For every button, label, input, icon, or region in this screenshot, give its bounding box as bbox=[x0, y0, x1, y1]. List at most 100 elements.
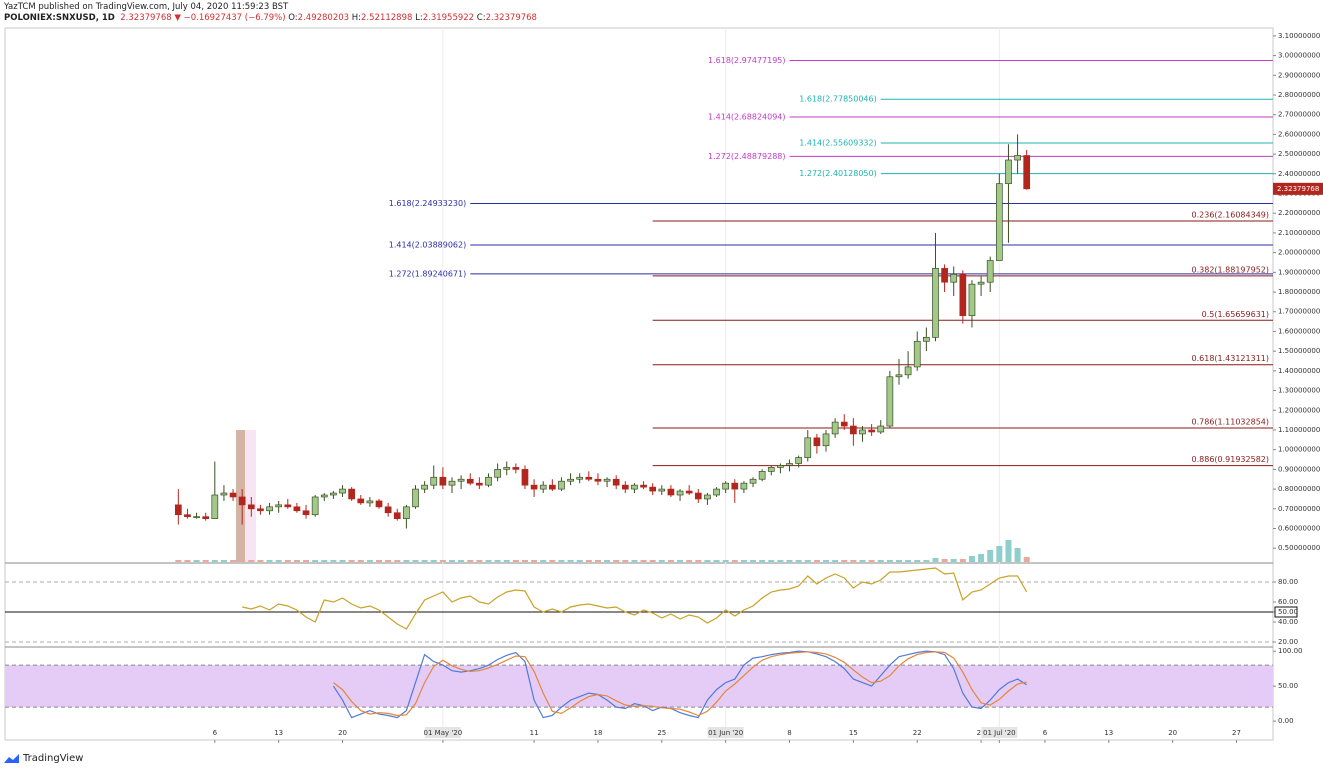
candle-body bbox=[758, 471, 766, 480]
candle-body bbox=[777, 465, 784, 468]
volume-bar bbox=[376, 560, 383, 562]
y-tick-label: 2.70000000 bbox=[1278, 111, 1320, 119]
fib-label: 1.272(2.40128050) bbox=[799, 169, 877, 178]
y-tick-label: 1.10000000 bbox=[1278, 426, 1320, 434]
price-tag bbox=[1273, 182, 1323, 195]
volume-bar bbox=[868, 560, 875, 562]
ohlc-label: H: bbox=[351, 13, 362, 23]
highlight-box bbox=[245, 430, 256, 562]
candle-body bbox=[302, 510, 310, 516]
volume-bar bbox=[303, 560, 310, 562]
candle-body bbox=[539, 484, 547, 490]
candle-body bbox=[247, 504, 255, 510]
x-tick-box bbox=[424, 727, 461, 738]
candle-body bbox=[731, 482, 739, 490]
volume-bar bbox=[494, 560, 501, 562]
x-tick-label: 20 bbox=[338, 729, 347, 737]
x-tick-label: 01 May '20 bbox=[424, 729, 463, 737]
volume-bar bbox=[859, 560, 866, 562]
y-tick-label: 20.00 bbox=[1278, 638, 1298, 646]
fib-label: 1.414(2.68824094) bbox=[708, 113, 786, 122]
x-tick-label: 11 bbox=[530, 729, 539, 737]
volume-bar bbox=[202, 560, 209, 562]
change: ▼ bbox=[174, 13, 181, 23]
candle-body bbox=[211, 494, 219, 519]
candle-body bbox=[621, 484, 629, 490]
volume-bar bbox=[476, 560, 483, 562]
candle-body bbox=[813, 437, 821, 447]
x-tick-label: 13 bbox=[274, 729, 283, 737]
volume-bar bbox=[394, 560, 401, 562]
x-tick-box bbox=[707, 727, 744, 738]
ohlc-label: L: bbox=[415, 13, 423, 23]
candle-body bbox=[457, 478, 465, 482]
volume-bar bbox=[1014, 548, 1021, 562]
fib-label: 0.382(1.88197952) bbox=[1192, 265, 1270, 274]
volume-bar bbox=[412, 560, 419, 562]
volume-bar bbox=[257, 560, 264, 562]
candle-body bbox=[923, 337, 930, 342]
candle-body bbox=[713, 488, 720, 496]
volume-bar bbox=[220, 560, 227, 562]
candle-body bbox=[421, 484, 428, 490]
candle-body bbox=[384, 506, 392, 514]
candle-body bbox=[932, 268, 939, 338]
y-tick-label: 1.80000000 bbox=[1278, 288, 1320, 296]
y-tick-label: 50.00 bbox=[1278, 608, 1298, 616]
volume-bar bbox=[458, 560, 465, 562]
y-tick-label: 50.00 bbox=[1278, 682, 1298, 690]
candle-body bbox=[913, 340, 921, 368]
candle-body bbox=[585, 476, 593, 480]
volume-bar bbox=[193, 560, 200, 562]
y-tick-label: 0.00 bbox=[1278, 717, 1294, 725]
candle-body bbox=[448, 480, 456, 486]
candle-body bbox=[485, 476, 492, 486]
logo bbox=[4, 753, 19, 763]
volume-bar bbox=[1005, 540, 1012, 562]
y-tick-label: 1.70000000 bbox=[1278, 308, 1320, 316]
candle-body bbox=[941, 268, 948, 283]
y-tick-label: 2.50000000 bbox=[1278, 150, 1320, 158]
candle-body bbox=[749, 478, 757, 484]
candle-body bbox=[530, 484, 538, 490]
candle-body bbox=[366, 500, 374, 504]
candle-body bbox=[412, 488, 419, 508]
volume-bar bbox=[366, 560, 373, 562]
volume-bar bbox=[357, 560, 364, 562]
fib-label: 1.618(2.24933230) bbox=[389, 199, 467, 208]
candle-body bbox=[284, 504, 292, 508]
volume-bar bbox=[704, 560, 711, 562]
volume-bar bbox=[750, 560, 757, 562]
fib-label: 1.414(2.03889062) bbox=[389, 240, 467, 249]
y-tick-label: 40.00 bbox=[1278, 618, 1298, 626]
tick-box bbox=[1274, 606, 1298, 618]
candle-body bbox=[548, 484, 556, 490]
volume-bar bbox=[759, 560, 766, 562]
volume-bar bbox=[385, 560, 392, 562]
ohlc-value: 2.31955922 bbox=[422, 13, 475, 23]
y-tick-label: 2.90000000 bbox=[1278, 71, 1320, 79]
volume-bar bbox=[503, 560, 510, 562]
candle-body bbox=[859, 429, 866, 435]
fib-label: 1.414(2.55609332) bbox=[799, 139, 877, 148]
volume-bar bbox=[932, 558, 939, 562]
x-tick-label: 18 bbox=[593, 729, 602, 737]
ohlc-label: C: bbox=[476, 13, 486, 23]
volume-bar bbox=[312, 560, 319, 562]
candle-body bbox=[257, 508, 264, 512]
volume-bar bbox=[467, 560, 474, 562]
y-tick-label: 1.90000000 bbox=[1278, 268, 1320, 276]
symbol: POLONIEX:SNXUSD, 1D bbox=[4, 13, 115, 23]
candle-body bbox=[895, 374, 903, 378]
y-tick-label: 0.60000000 bbox=[1278, 525, 1320, 533]
candle-body bbox=[822, 433, 830, 447]
y-tick-label: 0.90000000 bbox=[1278, 465, 1320, 473]
x-tick-label: 25 bbox=[657, 729, 666, 737]
candle-body bbox=[476, 482, 483, 486]
candle-body bbox=[959, 273, 967, 317]
ohlc-label: O: bbox=[288, 13, 298, 23]
candle-body bbox=[339, 488, 346, 494]
y-tick-label: 2.80000000 bbox=[1278, 91, 1320, 99]
volume-bar bbox=[275, 560, 282, 562]
candle-body bbox=[850, 425, 857, 435]
